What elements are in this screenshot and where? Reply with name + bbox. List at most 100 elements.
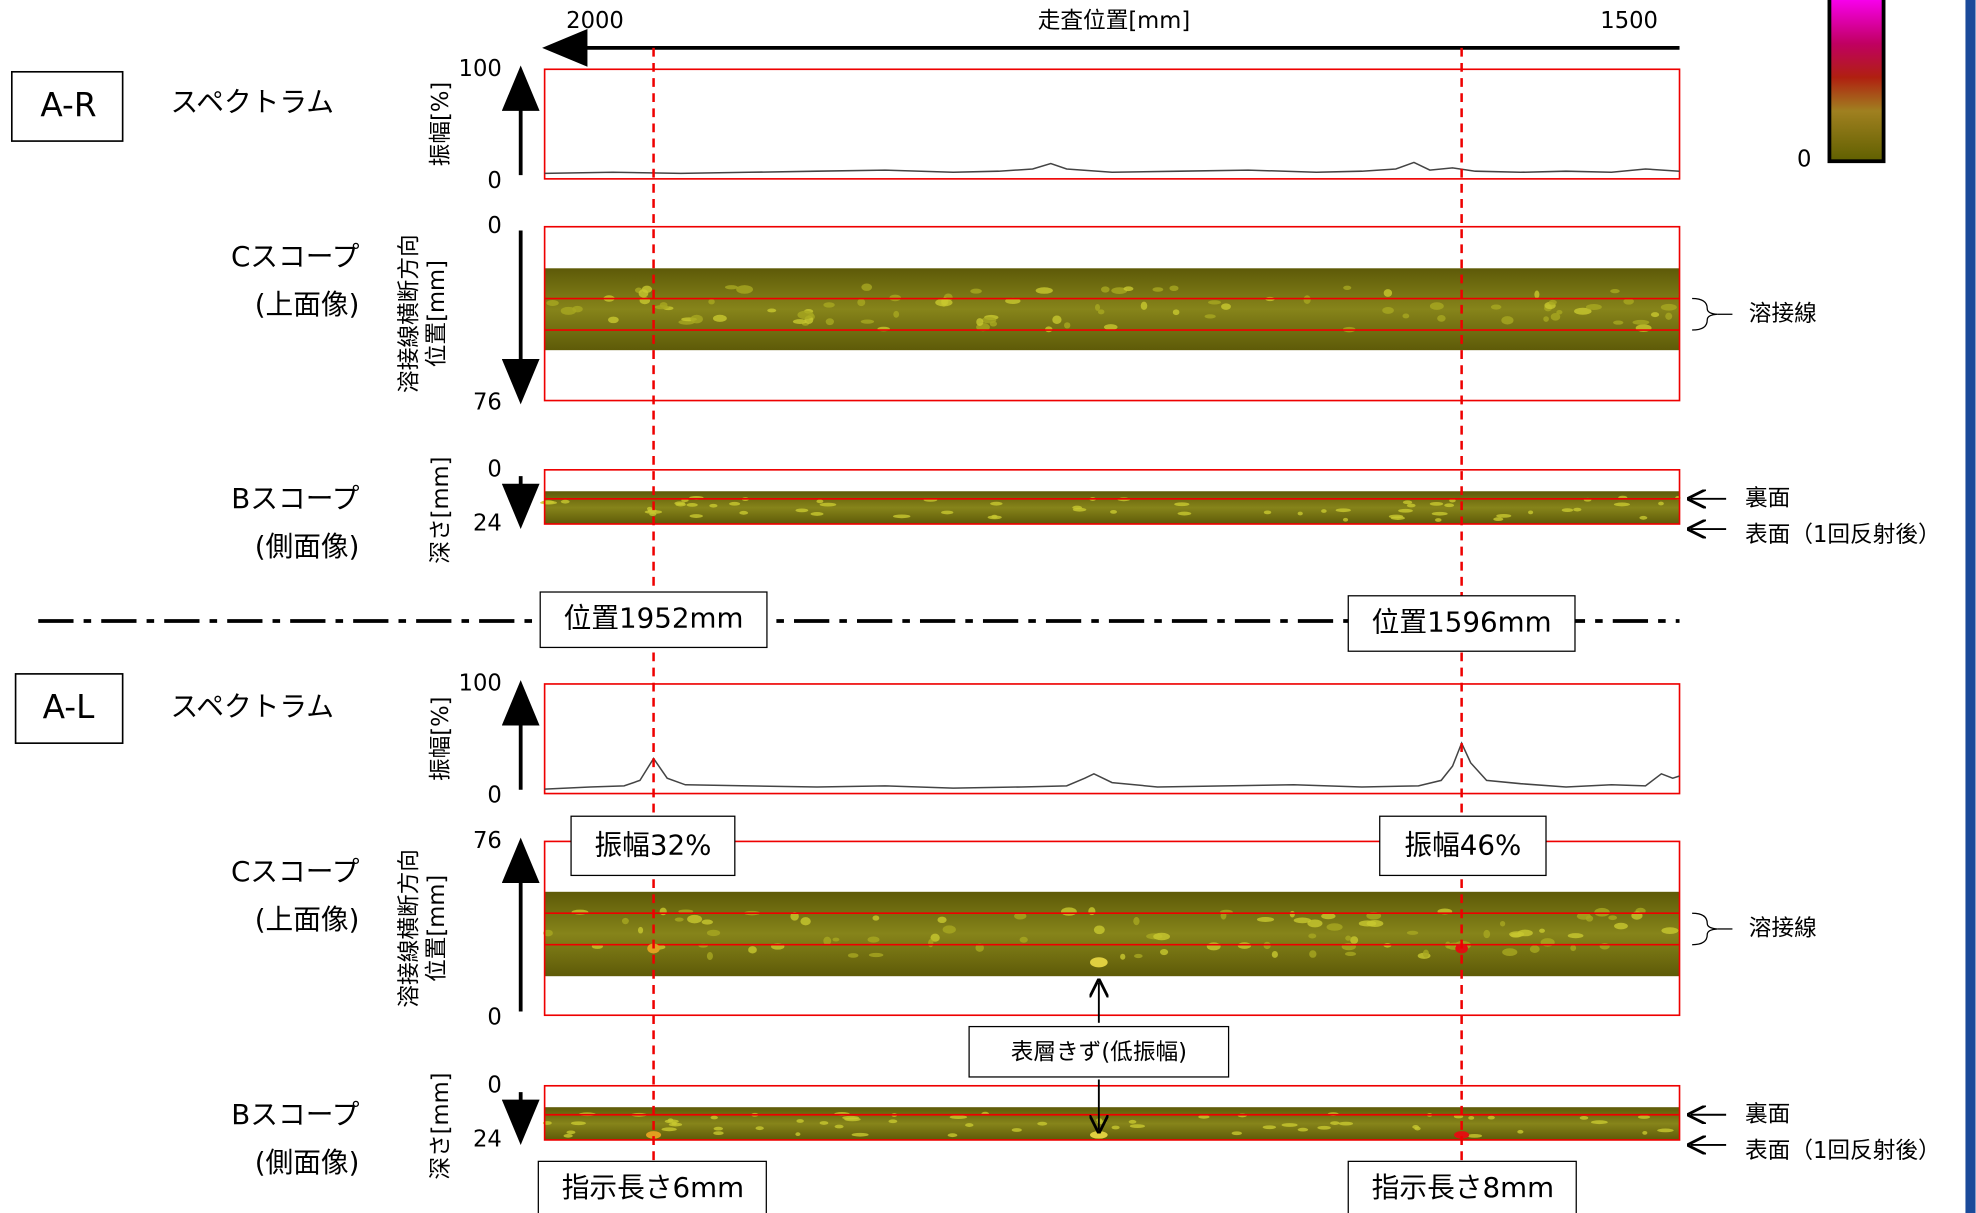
- y-axis-label: 振幅[%]: [428, 696, 454, 781]
- texture: [888, 1119, 898, 1124]
- texture: [724, 285, 738, 290]
- texture: [1345, 935, 1352, 941]
- texture: [1657, 1128, 1674, 1133]
- texture: [947, 1133, 958, 1138]
- y-axis-label: 溶接線横断方向: [396, 234, 422, 393]
- indication: [1454, 1131, 1470, 1139]
- texture: [795, 1132, 801, 1137]
- texture: [819, 1121, 829, 1125]
- texture: [701, 919, 714, 925]
- texture: [1665, 312, 1673, 320]
- texture: [1153, 932, 1170, 941]
- texture: [800, 917, 811, 926]
- texture: [1623, 298, 1634, 305]
- section-name: A-R: [40, 86, 96, 124]
- texture: [1437, 315, 1446, 322]
- texture: [1134, 953, 1143, 959]
- texture: [1383, 289, 1393, 297]
- texture: [1011, 1128, 1022, 1132]
- texture: [644, 510, 663, 514]
- texture: [1490, 304, 1502, 310]
- section-box: [14, 673, 124, 744]
- texture: [937, 916, 947, 924]
- texture: [1556, 309, 1563, 315]
- texture: [1344, 951, 1357, 957]
- texture: [1330, 1121, 1340, 1125]
- texture: [1398, 508, 1413, 513]
- texture: [1198, 1114, 1210, 1119]
- texture: [729, 501, 741, 506]
- texture: [1382, 307, 1394, 314]
- texture: [1208, 300, 1222, 305]
- texture: [1548, 299, 1557, 305]
- texture: [1321, 912, 1336, 920]
- texture: [1510, 932, 1522, 938]
- texture: [1129, 1124, 1146, 1128]
- texture: [1005, 297, 1021, 305]
- texture: [706, 952, 713, 960]
- texture: [1111, 1125, 1120, 1130]
- texture: [1281, 1123, 1298, 1127]
- callout: [570, 815, 736, 877]
- texture: [1573, 507, 1582, 512]
- texture: [1177, 511, 1192, 516]
- texture: [1444, 503, 1455, 508]
- plot-box: [543, 1084, 1681, 1141]
- texture: [1402, 500, 1413, 505]
- texture: [1493, 517, 1504, 522]
- texture: [1468, 1115, 1475, 1120]
- texture: [1262, 1125, 1277, 1130]
- texture: [949, 1115, 968, 1120]
- texture: [1289, 910, 1295, 918]
- section: A-R スペクトラム 振幅[%]100 0 Cスコープ (上面像) 溶接線横断方向 位置[mm…: [10, 56, 1941, 564]
- panel-label: Bスコープ: [231, 1098, 359, 1131]
- texture: [928, 939, 934, 948]
- texture: [1466, 1133, 1483, 1138]
- texture: [1543, 316, 1549, 322]
- texture: [823, 936, 832, 946]
- texture: [607, 316, 619, 324]
- texture: [736, 285, 754, 294]
- texture: [795, 508, 809, 513]
- texture: [1293, 917, 1312, 924]
- panel-label: Cスコープ: [231, 240, 360, 273]
- texture: [1422, 949, 1429, 958]
- texture: [1642, 1130, 1648, 1135]
- texture: [1610, 289, 1620, 294]
- texture: [767, 308, 777, 313]
- bscope-image: [544, 491, 1680, 524]
- section: A-L スペクトラム 振幅[%]100 0 Cスコープ (上面像) 溶接線横断方向 位置[mm…: [14, 670, 1941, 1180]
- texture: [1100, 286, 1110, 293]
- texture: [851, 1132, 869, 1137]
- texture: [1499, 920, 1506, 927]
- texture: [1550, 313, 1561, 321]
- texture: [659, 907, 667, 916]
- texture: [1263, 510, 1272, 515]
- texture: [1159, 949, 1169, 956]
- texture: [1128, 1119, 1137, 1124]
- y-tick-label: 100: [459, 670, 502, 696]
- indication: [1090, 957, 1108, 968]
- note: 裏面: [1745, 485, 1790, 511]
- plot-box: [543, 68, 1681, 180]
- texture: [1061, 907, 1077, 916]
- texture: [570, 1121, 586, 1126]
- texture: [1014, 912, 1027, 920]
- y-axis-label: 深さ[mm]: [428, 457, 454, 564]
- y-axis-label: 位置[mm]: [424, 260, 450, 367]
- texture: [1140, 301, 1148, 310]
- texture: [1529, 945, 1540, 953]
- texture: [810, 512, 824, 516]
- texture: [823, 302, 835, 308]
- texture: [930, 933, 940, 942]
- texture: [1317, 1125, 1331, 1130]
- texture: [796, 1119, 804, 1123]
- texture: [710, 1115, 718, 1120]
- y-tick-label: 0: [487, 1004, 501, 1030]
- note: 裏面: [1745, 1101, 1790, 1127]
- texture: [1172, 309, 1180, 316]
- texture: [1661, 927, 1679, 934]
- texture: [649, 512, 657, 517]
- texture: [1206, 942, 1221, 951]
- callout: [539, 591, 768, 649]
